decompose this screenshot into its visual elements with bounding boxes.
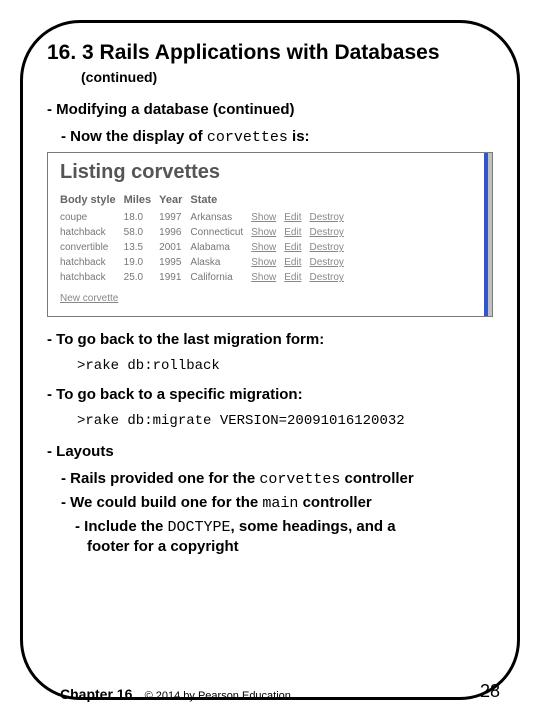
show-link[interactable]: Show [251,272,276,283]
edit-link[interactable]: Edit [284,257,301,268]
edit-link[interactable]: Edit [284,212,301,223]
bullet-rails-provided: - Rails provided one for the corvettes c… [61,470,493,488]
cell: convertible [60,240,124,255]
slide-title: 16. 3 Rails Applications with Databases [47,41,493,65]
table-header-row: Body style Miles Year State [60,192,352,210]
rails-provided-post: controller [340,470,413,487]
show-link[interactable]: Show [251,212,276,223]
table-row: hatchback 25.0 1991 California Show Edit… [60,270,352,285]
could-build-pre: - We could build one for the [61,494,262,511]
cell: 1997 [159,210,190,225]
include-post: , some headings, and a [231,518,396,535]
footer-chapter: Chapter 16 [60,686,132,702]
cell: hatchback [60,270,124,285]
could-build-mono: main [262,495,298,512]
footer-page-number: 28 [480,681,500,702]
cell: 2001 [159,240,190,255]
cell: hatchback [60,225,124,240]
bullet-modifying: - Modifying a database (continued) [47,101,493,118]
show-link[interactable]: Show [251,242,276,253]
cell: Connecticut [190,225,251,240]
cell: 13.5 [124,240,160,255]
bullet-include-line2: footer for a copyright [87,538,493,555]
listing-heading: Listing corvettes [60,161,480,184]
col-miles: Miles [124,192,160,210]
col-bodystyle: Body style [60,192,124,210]
footer-copyright: © 2014 by Pearson Education [145,690,291,702]
show-link[interactable]: Show [251,227,276,238]
destroy-link[interactable]: Destroy [309,257,343,268]
edit-link[interactable]: Edit [284,272,301,283]
table-row: hatchback 19.0 1995 Alaska Show Edit Des… [60,255,352,270]
now-display-suf: is: [288,128,310,145]
slide-footer: Chapter 16 © 2014 by Pearson Education 2… [60,686,500,702]
destroy-link[interactable]: Destroy [309,212,343,223]
cell: 58.0 [124,225,160,240]
table-row: convertible 13.5 2001 Alabama Show Edit … [60,240,352,255]
cell: hatchback [60,255,124,270]
cmd-version: >rake db:migrate VERSION=20091016120032 [47,413,493,429]
destroy-link[interactable]: Destroy [309,272,343,283]
cell: 1995 [159,255,190,270]
rails-provided-mono: corvettes [259,471,340,488]
rails-provided-pre: - Rails provided one for the [61,470,259,487]
bullet-layouts: - Layouts [47,443,493,460]
include-mono: DOCTYPE [168,519,231,536]
cell: Alabama [190,240,251,255]
cell: coupe [60,210,124,225]
cell: 19.0 [124,255,160,270]
cell: Alaska [190,255,251,270]
cell: 25.0 [124,270,160,285]
edit-link[interactable]: Edit [284,242,301,253]
cell: 1996 [159,225,190,240]
cell: 18.0 [124,210,160,225]
corvettes-table: Body style Miles Year State coupe 18.0 1… [60,192,352,285]
now-display-mono: corvettes [207,129,288,146]
bullet-goback-specific: - To go back to a specific migration: [47,386,493,403]
slide-frame: 16. 3 Rails Applications with Databases … [20,20,520,700]
new-corvette-link[interactable]: New corvette [60,293,118,304]
bullet-could-build: - We could build one for the main contro… [61,494,493,512]
cell: Arkansas [190,210,251,225]
include-pre: - Include the [75,518,168,535]
edit-link[interactable]: Edit [284,227,301,238]
cmd-rollback: >rake db:rollback [47,358,493,374]
scrollbar [484,153,488,316]
cell: California [190,270,251,285]
table-row: coupe 18.0 1997 Arkansas Show Edit Destr… [60,210,352,225]
browser-body: Listing corvettes Body style Miles Year … [48,153,492,316]
table-row: hatchback 58.0 1996 Connecticut Show Edi… [60,225,352,240]
continued-label: (continued) [47,69,493,85]
now-display-pre: - Now the display of [61,128,207,145]
show-link[interactable]: Show [251,257,276,268]
destroy-link[interactable]: Destroy [309,227,343,238]
browser-screenshot: Listing corvettes Body style Miles Year … [47,152,493,317]
bullet-now-display: - Now the display of corvettes is: [61,128,493,146]
col-year: Year [159,192,190,210]
could-build-post: controller [298,494,371,511]
destroy-link[interactable]: Destroy [309,242,343,253]
bullet-goback-last: - To go back to the last migration form: [47,331,493,348]
cell: 1991 [159,270,190,285]
col-state: State [190,192,251,210]
bullet-include: - Include the DOCTYPE, some headings, an… [75,518,493,536]
